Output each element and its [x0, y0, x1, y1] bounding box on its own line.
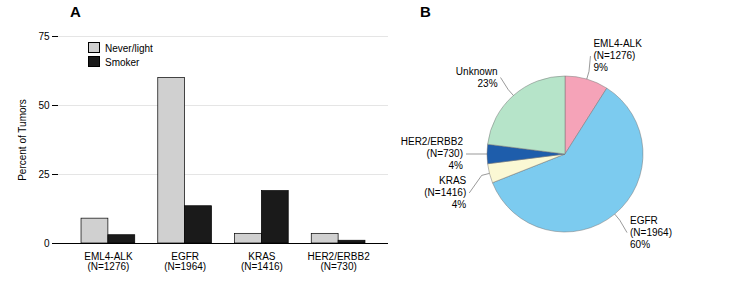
svg-text:25: 25	[38, 169, 50, 180]
svg-text:Unknown23%: Unknown23%	[456, 65, 498, 88]
html-text:B: B	[420, 3, 431, 20]
svg-text:50: 50	[38, 100, 50, 111]
html-text:A: A	[70, 3, 81, 20]
svg-text:Percent of Tumors: Percent of Tumors	[17, 99, 28, 181]
svg-text:KRAS(N=1416)4%: KRAS(N=1416)4%	[424, 175, 466, 210]
svg-text:EGFR(N=1964): EGFR(N=1964)	[164, 251, 206, 272]
svg-text:EML4-ALK(N=1276): EML4-ALK(N=1276)	[84, 251, 133, 272]
html-text:Smoker: Smoker	[105, 57, 140, 68]
svg-text:EML4-ALK(N=1276)9%: EML4-ALK(N=1276)9%	[593, 38, 642, 73]
svg-text:HER2/ERBB2(N=730)4%: HER2/ERBB2(N=730)4%	[401, 136, 464, 171]
html-text:Never/light: Never/light	[105, 43, 153, 54]
svg-text:EGFR(N=1964)60%: EGFR(N=1964)60%	[630, 215, 672, 250]
svg-text:HER2/ERBB2(N=730): HER2/ERBB2(N=730)	[307, 251, 370, 272]
svg-text:75: 75	[38, 31, 50, 42]
svg-text:KRAS(N=1416): KRAS(N=1416)	[241, 251, 283, 272]
svg-text:0: 0	[44, 238, 50, 249]
